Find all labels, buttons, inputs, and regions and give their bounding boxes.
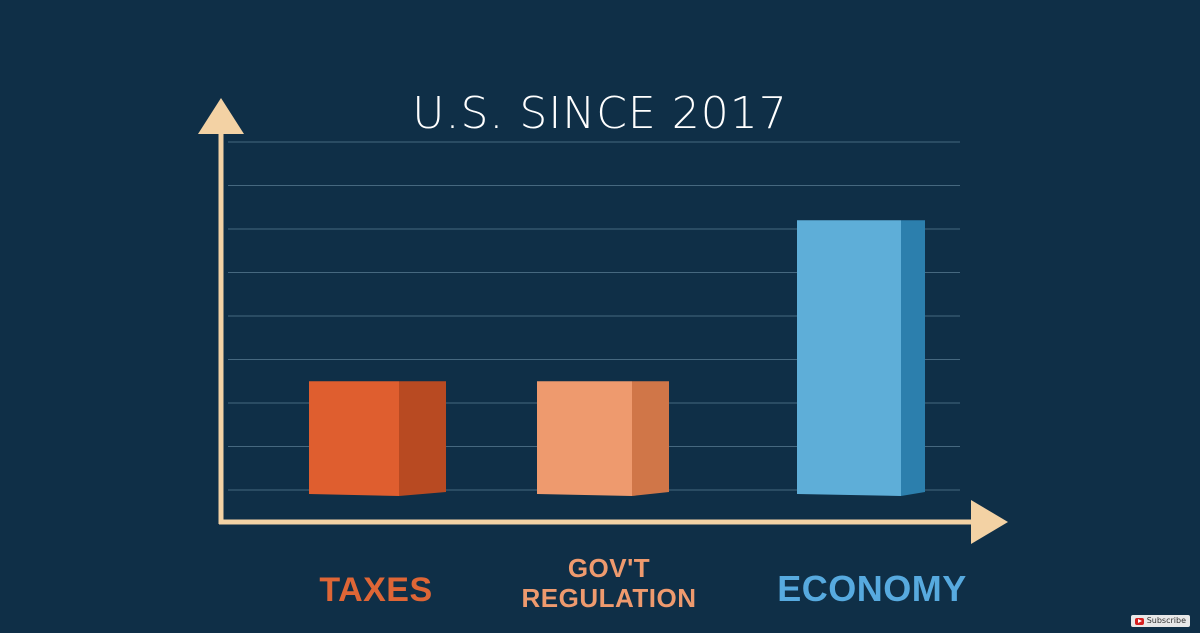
bars [309,220,925,497]
bar-side [632,381,669,496]
bar-side [399,381,446,496]
bar-front [797,220,901,497]
category-label-line: TAXES [319,571,432,609]
axes [198,98,1008,544]
category-label: ECONOMY [777,568,967,609]
category-label-line: GOV'T [568,553,650,583]
x-axis-arrow-icon [971,500,1008,544]
category-label: TAXES [319,571,432,609]
y-axis-arrow-icon [198,98,244,134]
subscribe-button[interactable]: Subscribe [1130,615,1190,627]
bar-front [537,381,632,496]
bar-side [901,220,925,497]
category-label-line: ECONOMY [777,568,967,609]
bar-3 [797,220,925,497]
chart-title: U.S. SINCE 2017 [412,88,787,139]
subscribe-label: Subscribe [1146,616,1186,625]
category-labels: TAXES GOV'T REGULATION ECONOMY [319,553,966,613]
category-label-line: REGULATION [522,583,697,613]
category-label: GOV'T REGULATION [522,553,697,613]
bar-front [309,381,399,496]
youtube-icon [1134,617,1144,625]
bar-1 [309,381,446,496]
bar-2 [537,381,669,496]
